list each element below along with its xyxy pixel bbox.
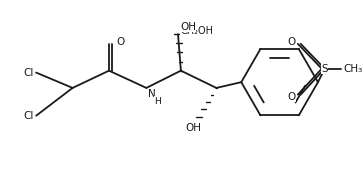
Text: S: S xyxy=(321,64,328,74)
Text: OH: OH xyxy=(185,123,201,133)
Text: Cl: Cl xyxy=(24,68,34,78)
Text: O: O xyxy=(117,37,125,47)
Text: O: O xyxy=(288,37,296,47)
Text: O: O xyxy=(288,92,296,101)
Text: CH₃: CH₃ xyxy=(344,64,363,74)
Text: CH₂OH: CH₂OH xyxy=(181,26,214,36)
Text: OH: OH xyxy=(180,22,196,32)
Text: Cl: Cl xyxy=(24,111,34,121)
Text: H: H xyxy=(154,97,161,106)
Text: N: N xyxy=(148,89,156,99)
